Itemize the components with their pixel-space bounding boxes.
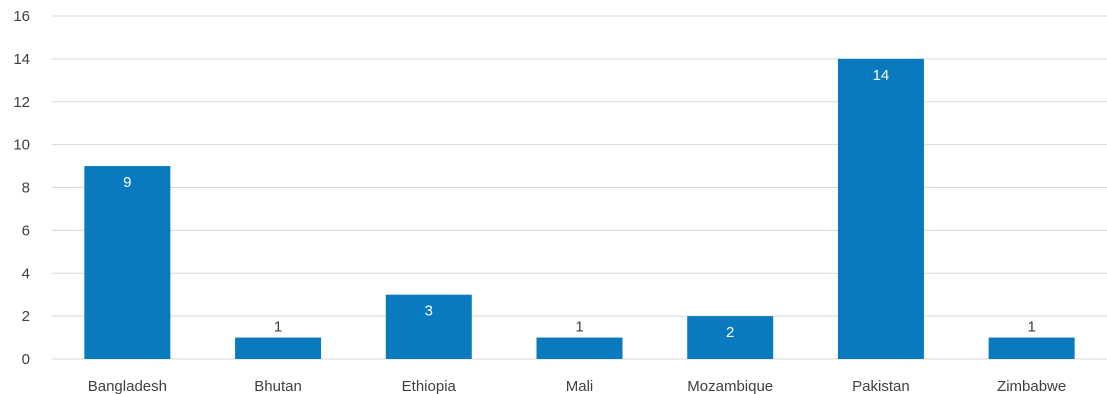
bar-pakistan	[837, 58, 924, 359]
y-tick-label: 0	[22, 351, 30, 368]
gridlines	[52, 15, 1107, 360]
y-tick-label: 2	[22, 308, 30, 325]
y-tick-label: 8	[22, 180, 30, 197]
data-label: 1	[1027, 319, 1035, 336]
y-tick-label: 12	[13, 94, 30, 111]
bar-zimbabwe	[988, 337, 1075, 359]
y-tick-label: 16	[13, 8, 30, 25]
data-label: 14	[873, 67, 890, 84]
data-label: 3	[425, 303, 433, 320]
x-axis-categories: Bangladesh Bhutan Ethiopia Mali Mozambique Pa…	[88, 378, 1067, 394]
x-category-label: Bhutan	[254, 378, 302, 394]
x-category-label: Ethiopia	[402, 378, 457, 394]
bar-bangladesh	[84, 166, 171, 359]
bars	[84, 58, 1075, 359]
y-tick-label: 10	[13, 137, 30, 154]
data-label: 2	[726, 324, 734, 341]
x-category-label: Pakistan	[852, 378, 910, 394]
y-tick-label: 4	[22, 265, 30, 282]
x-category-label: Zimbabwe	[997, 378, 1066, 394]
x-category-label: Bangladesh	[88, 378, 167, 394]
data-label: 1	[274, 319, 282, 336]
x-category-label: Mali	[566, 378, 594, 394]
y-tick-label: 14	[13, 51, 30, 68]
bar-mozambique	[687, 316, 774, 359]
bar-bhutan	[235, 337, 322, 359]
x-category-label: Mozambique	[687, 378, 773, 394]
data-labels: 9 1 3 1 2 14 1	[123, 67, 1036, 341]
bar-ethiopia	[385, 294, 472, 359]
y-tick-label: 6	[22, 222, 30, 239]
y-axis-ticks: 0 2 4 6 8 10 12 14 16	[13, 8, 30, 368]
bar-mali	[536, 337, 623, 359]
data-label: 9	[123, 174, 131, 191]
data-label: 1	[575, 319, 583, 336]
